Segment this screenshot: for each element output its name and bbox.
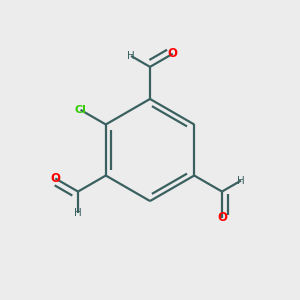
- Text: H: H: [127, 51, 135, 61]
- Text: O: O: [50, 172, 60, 185]
- Text: H: H: [74, 208, 82, 218]
- Text: Cl: Cl: [75, 105, 86, 115]
- Text: O: O: [168, 47, 178, 60]
- Text: H: H: [237, 176, 245, 186]
- Text: O: O: [217, 211, 227, 224]
